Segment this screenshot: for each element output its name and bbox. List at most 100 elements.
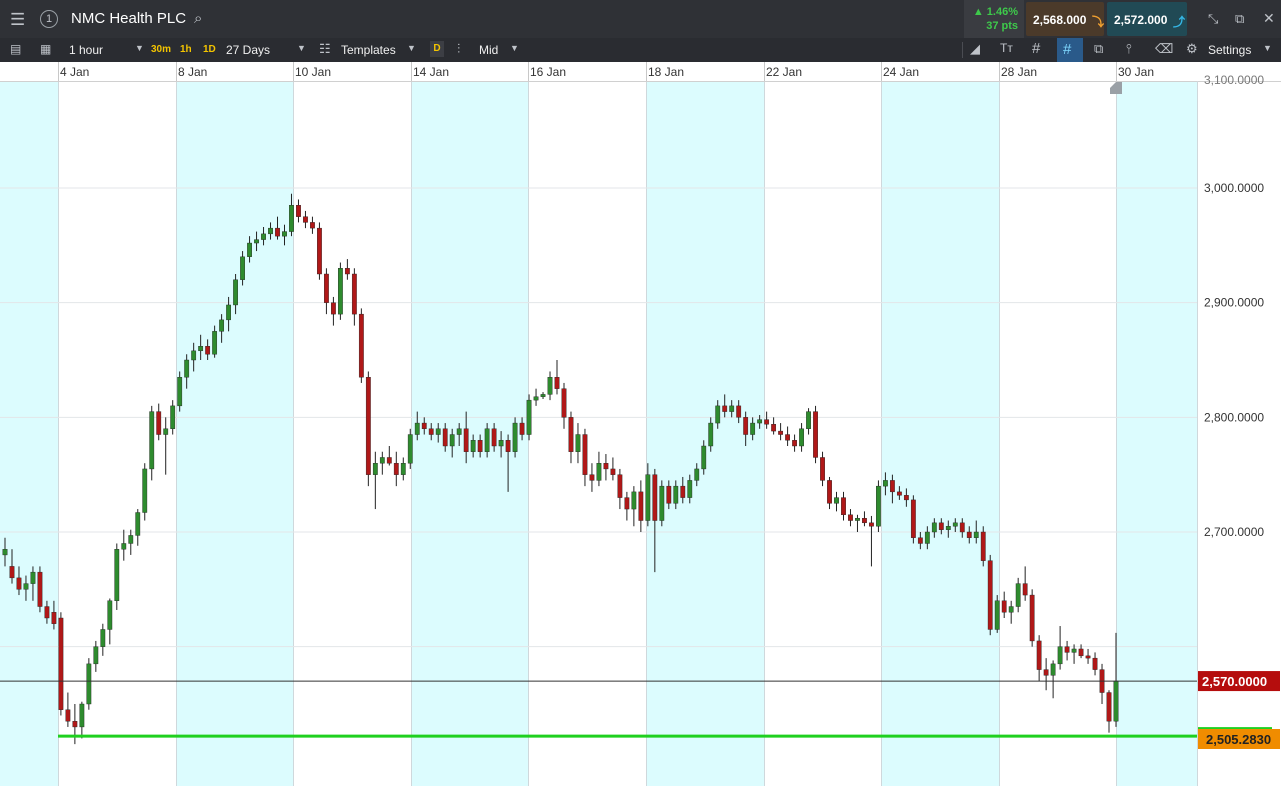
candle-up xyxy=(924,531,930,544)
x-tick-label: 24 Jan xyxy=(883,65,919,79)
d-badge[interactable]: D xyxy=(430,41,444,57)
layout-icon[interactable]: ▦ xyxy=(40,42,52,56)
minimize-icon[interactable]: ⤡ xyxy=(1208,11,1219,26)
candle-down xyxy=(638,491,644,521)
candle-down xyxy=(1078,648,1084,657)
candle-down xyxy=(736,405,742,418)
menu-icon[interactable]: ☰ xyxy=(10,10,26,29)
indicator-icon[interactable]: ⫯ xyxy=(1126,41,1132,56)
candle-down xyxy=(862,518,867,524)
draw-line-icon[interactable]: ◢ xyxy=(970,41,980,56)
x-tick-label: 8 Jan xyxy=(178,65,207,79)
candle-down xyxy=(351,273,357,315)
range-select[interactable]: 27 Days xyxy=(226,43,271,57)
candle-up xyxy=(540,394,546,397)
candle-down xyxy=(1036,640,1042,670)
candle-down xyxy=(903,495,909,501)
candle-up xyxy=(142,468,148,513)
eraser-icon[interactable]: ⌫ xyxy=(1155,41,1174,56)
candle-down xyxy=(477,440,483,452)
info-icon[interactable]: 1 xyxy=(40,10,58,28)
chevron-down-icon[interactable]: ▼ xyxy=(135,43,144,53)
chevron-down-icon[interactable]: ▼ xyxy=(1263,43,1272,53)
quick-1h-button[interactable]: 1h xyxy=(180,44,192,55)
candle-up xyxy=(163,428,169,435)
candle-up xyxy=(128,535,134,544)
candle-down xyxy=(72,721,78,728)
candle-down xyxy=(344,268,350,275)
candle-down xyxy=(1092,657,1098,670)
quick-1d-button[interactable]: 1D xyxy=(203,44,216,55)
candle-up xyxy=(407,434,413,464)
candle-down xyxy=(589,474,595,481)
settings-button[interactable]: Settings xyxy=(1208,43,1252,57)
popout-icon[interactable]: ⧉ xyxy=(1235,11,1245,26)
x-axis-band xyxy=(0,62,1281,81)
list-icon[interactable]: ▤ xyxy=(10,42,22,56)
grid-icon[interactable]: # xyxy=(1032,40,1041,57)
candle-up xyxy=(876,485,881,527)
candle-up xyxy=(170,405,176,430)
candle-down xyxy=(987,560,993,630)
templates-icon[interactable]: ☷ xyxy=(319,41,331,56)
candle-up xyxy=(994,600,1000,630)
text-tool-icon[interactable]: Tт xyxy=(1000,41,1013,55)
change-points: 37 pts xyxy=(986,20,1018,32)
quick-30m-button[interactable]: 30m xyxy=(151,44,172,55)
candle-up xyxy=(1071,648,1077,653)
candle-down xyxy=(51,612,57,624)
search-icon[interactable]: ⌕ xyxy=(194,10,203,27)
chevron-down-icon[interactable]: ▼ xyxy=(510,43,519,53)
candle-down xyxy=(1106,692,1112,722)
candle-up xyxy=(456,428,462,435)
buy-button[interactable]: 2,572.000 ⤴ xyxy=(1107,2,1187,36)
x-tick-label: 30 Jan xyxy=(1118,65,1154,79)
candle-down xyxy=(317,227,322,275)
candle-up xyxy=(1015,583,1021,607)
candle-up xyxy=(952,522,958,527)
candle-up xyxy=(233,279,238,306)
candle-up xyxy=(596,463,602,481)
x-tick-label: 18 Jan xyxy=(648,65,684,79)
candle-up xyxy=(414,422,420,435)
candle-down xyxy=(827,480,832,504)
candle-down xyxy=(205,346,211,355)
current-price-label: 2,570.0000 xyxy=(1202,674,1267,689)
instrument-title[interactable]: NMC Health PLC xyxy=(71,10,187,27)
gear-icon[interactable]: ⚙ xyxy=(1186,41,1198,56)
candle-up xyxy=(177,377,183,407)
sell-button[interactable]: 2,568.000 ⤵ xyxy=(1026,2,1104,36)
crosshair-toggle[interactable]: # xyxy=(1057,38,1083,62)
candle-up xyxy=(240,256,245,280)
candle-up xyxy=(247,242,252,257)
candle-up xyxy=(30,571,36,584)
candle-down xyxy=(666,485,672,504)
candle-up xyxy=(261,233,266,240)
y-tick-label-top: 3,100.0000 xyxy=(1204,73,1264,87)
candle-down xyxy=(910,499,916,538)
chart-toolbar: ▤ ▦ 1 hour ▼ 30m 1h 1D 27 Days ▼ ☷ Templ… xyxy=(0,38,1281,63)
candles xyxy=(2,193,1119,745)
chevron-down-icon[interactable]: ▼ xyxy=(297,43,306,53)
candle-type-icon[interactable]: ⫶ xyxy=(457,41,461,56)
candle-up xyxy=(100,629,106,647)
candle-down xyxy=(428,428,434,435)
candle-down xyxy=(917,537,923,544)
x-tick-label: 16 Jan xyxy=(530,65,566,79)
candle-down xyxy=(554,377,560,389)
templates-button[interactable]: Templates xyxy=(341,43,396,57)
price-type-select[interactable]: Mid xyxy=(479,43,499,57)
candle-up xyxy=(673,485,679,504)
interval-select[interactable]: 1 hour xyxy=(69,43,104,57)
candle-down xyxy=(966,531,972,538)
x-tick-label: 4 Jan xyxy=(60,65,89,79)
candle-down xyxy=(938,522,944,530)
copy-icon[interactable]: ⧉ xyxy=(1094,41,1104,56)
candle-up xyxy=(484,428,490,452)
day-band xyxy=(411,81,528,786)
candle-up xyxy=(708,422,714,447)
chevron-down-icon[interactable]: ▼ xyxy=(407,43,416,53)
candle-down xyxy=(331,302,336,315)
close-icon[interactable]: ✕ xyxy=(1263,10,1275,26)
